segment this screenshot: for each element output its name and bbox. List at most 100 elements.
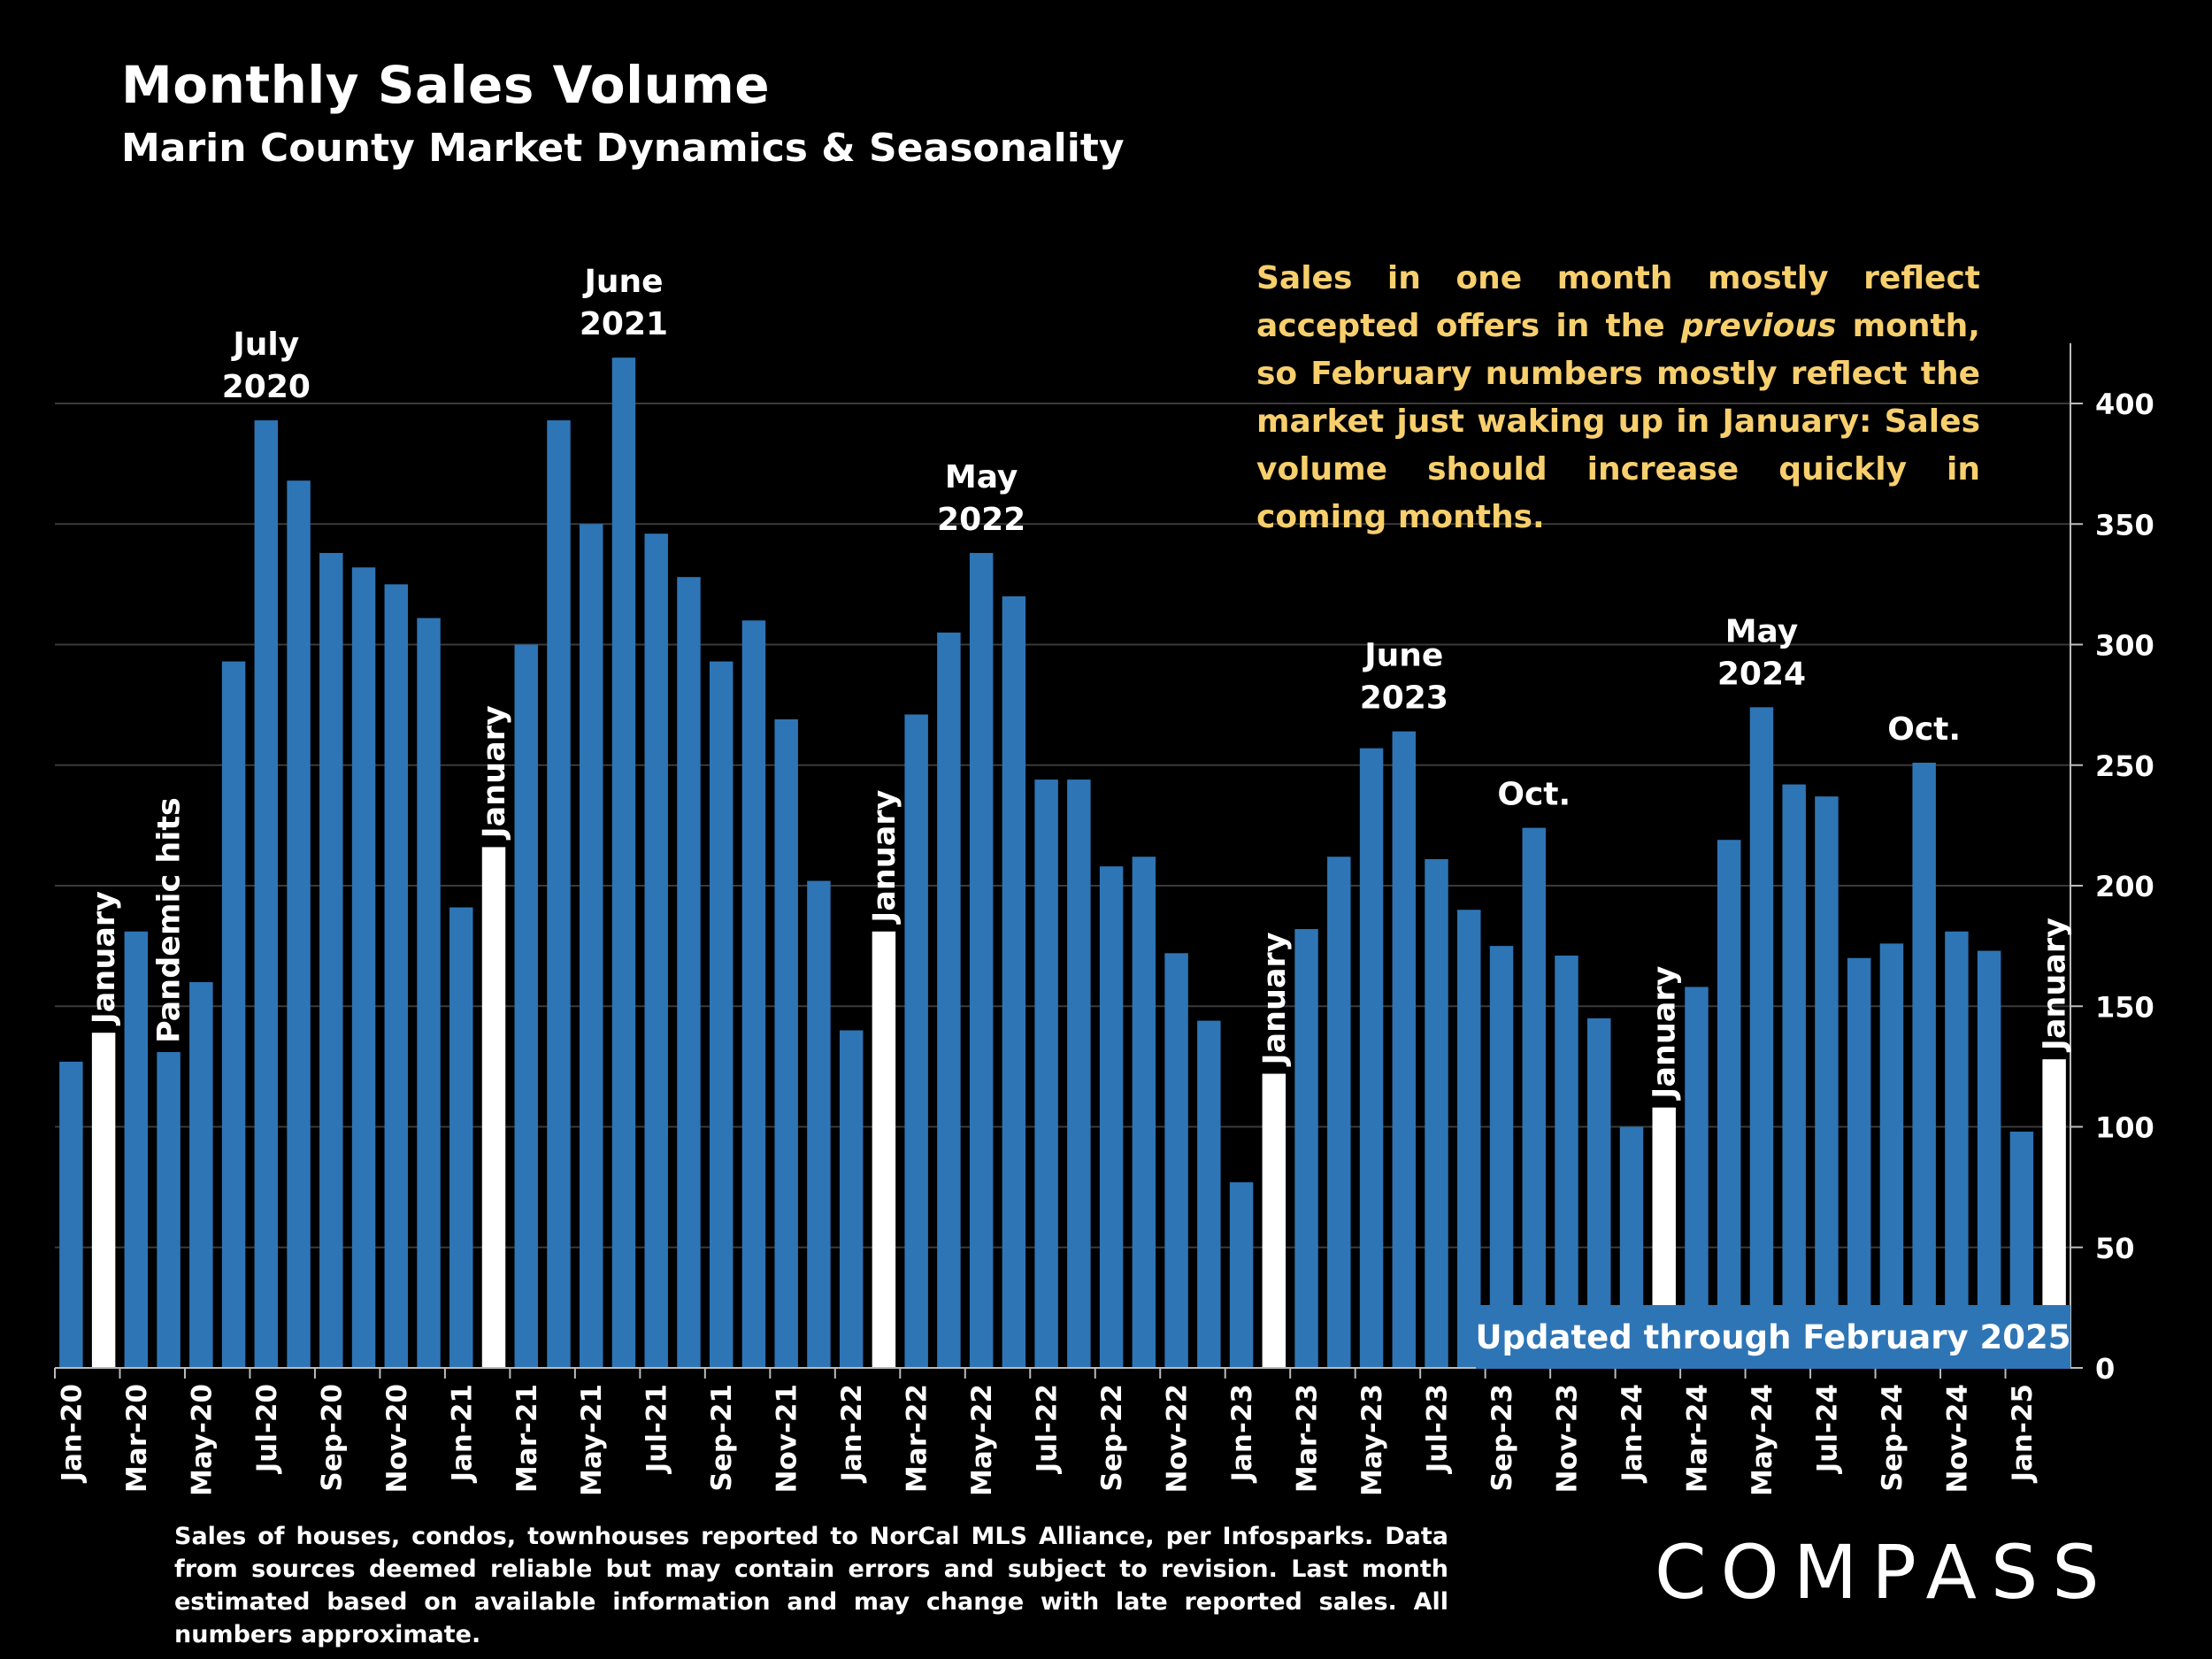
bar-Jun-21 — [611, 357, 636, 1369]
bar-Apr-20 — [157, 1052, 180, 1368]
updated-banner-background — [1476, 1305, 2070, 1369]
x-tick-label-May-24: May-24 — [1747, 1384, 1778, 1496]
bar-Jan-20 — [59, 1061, 83, 1368]
x-tick-label-May-23: May-23 — [1356, 1384, 1388, 1496]
bar-Mar-20 — [124, 931, 149, 1368]
bar-Jul-24 — [1815, 796, 1839, 1368]
bar-Jun-22 — [1002, 596, 1026, 1368]
updated-banner: Updated through February 2025 — [1475, 1305, 2071, 1369]
bar-Jan-22 — [839, 1030, 864, 1368]
x-tick-label-Jan-24: Jan-24 — [1617, 1384, 1648, 1484]
x-tick-label-Nov-21: Nov-21 — [772, 1384, 803, 1493]
annotation-3: January — [477, 705, 512, 840]
bar-Jan-23 — [1229, 1182, 1254, 1368]
annotation-4-line-1: 2021 — [580, 306, 668, 342]
bar-Jul-20 — [254, 420, 279, 1369]
bar-Nov-20 — [384, 584, 409, 1368]
bar-Nov-21 — [774, 718, 798, 1368]
bar-Dec-22 — [1197, 1020, 1221, 1368]
chart-subtitle: Marin County Market Dynamics & Seasonali… — [121, 126, 1125, 171]
bar-Dec-24 — [1977, 950, 2001, 1368]
annotation-7: January — [1257, 932, 1293, 1066]
annotation-8-line-0: June — [1362, 638, 1443, 674]
x-tick-label-Mar-21: Mar-21 — [511, 1384, 543, 1493]
bar-Apr-21 — [547, 420, 571, 1369]
bar-Mar-23 — [1294, 929, 1318, 1368]
x-tick-label-Mar-20: Mar-20 — [121, 1384, 153, 1493]
x-tick-label-May-22: May-22 — [966, 1384, 998, 1496]
bar-Sep-22 — [1099, 866, 1124, 1368]
x-tick-label-Nov-22: Nov-22 — [1162, 1384, 1194, 1493]
annotation-1: Pandemic hits — [152, 797, 188, 1043]
x-tick-label-Nov-20: Nov-20 — [381, 1384, 413, 1493]
x-tick-label-Mar-24: Mar-24 — [1681, 1384, 1713, 1493]
annotation-11-line-0: May — [1725, 613, 1798, 649]
note-part2: month, so February numbers mostly reflec… — [1256, 308, 1980, 535]
bar-Jul-21 — [644, 534, 668, 1368]
bar-Nov-22 — [1164, 953, 1188, 1368]
bar-Sep-23 — [1489, 946, 1514, 1368]
x-tick-label-Jul-22: Jul-22 — [1032, 1384, 1064, 1474]
y-tick-label-400: 400 — [2095, 388, 2154, 421]
y-tick-label-350: 350 — [2095, 508, 2154, 541]
chart-title: Monthly Sales Volume — [121, 55, 771, 115]
y-tick-label-300: 300 — [2095, 629, 2154, 663]
annotation-13: January — [2038, 918, 2073, 1052]
bar-Sep-21 — [709, 661, 733, 1368]
bar-Jan-21 — [449, 907, 473, 1368]
y-tick-label-50: 50 — [2095, 1232, 2135, 1265]
bar-Jun-23 — [1392, 731, 1417, 1368]
x-tick-label-Sep-21: Sep-21 — [706, 1384, 738, 1492]
y-tick-label-100: 100 — [2095, 1111, 2154, 1145]
bar-May-21 — [580, 524, 603, 1368]
bar-Oct-24 — [1912, 763, 1936, 1368]
bar-Jul-22 — [1034, 780, 1058, 1368]
annotation-2-line-0: July — [230, 326, 299, 363]
x-tick-label-Jan-23: Jan-23 — [1226, 1384, 1258, 1484]
bar-Sep-20 — [319, 552, 343, 1368]
bar-Dec-21 — [807, 880, 831, 1368]
x-tick-label-Sep-23: Sep-23 — [1486, 1384, 1518, 1492]
x-tick-label-May-20: May-20 — [186, 1384, 218, 1496]
x-tick-label-Jan-20: Jan-20 — [56, 1384, 88, 1484]
bar-Oct-22 — [1132, 856, 1156, 1368]
bar-Aug-21 — [677, 577, 701, 1368]
annotation-2-line-1: 2020 — [222, 369, 311, 405]
annotation-4-line-0: June — [581, 264, 663, 300]
x-tick-label-Nov-24: Nov-24 — [1941, 1384, 1973, 1493]
annotation-9-line-0: Oct. — [1497, 777, 1571, 813]
axes: 0 50 100 150 200 250 300 350 400 Jan-20 Mar-20 May-… — [54, 342, 2154, 1496]
bar-May-22 — [969, 552, 994, 1368]
explanatory-note: Sales in one month mostly reflect accept… — [1256, 255, 1980, 541]
bar-May-20 — [189, 982, 213, 1368]
bar-Feb-21 — [481, 847, 506, 1368]
x-tick-label-Jul-23: Jul-23 — [1422, 1384, 1454, 1474]
annotation-6-line-1: 2022 — [937, 502, 1025, 538]
annotations: January Pandemic hits July 2020 January June 2… — [87, 264, 2073, 1100]
bar-Aug-20 — [287, 480, 311, 1368]
bar-Oct-20 — [351, 567, 376, 1368]
annotation-10: January — [1647, 965, 1683, 1100]
bar-Feb-23 — [1262, 1073, 1286, 1368]
x-tick-label-Jan-21: Jan-21 — [446, 1384, 478, 1484]
x-tick-label-Nov-23: Nov-23 — [1552, 1384, 1584, 1493]
bar-Jun-24 — [1782, 784, 1806, 1368]
x-tick-label-Jan-22: Jan-22 — [836, 1384, 868, 1484]
bar-Apr-24 — [1717, 840, 1741, 1368]
bar-Aug-22 — [1067, 780, 1091, 1368]
source-footnote: Sales of houses, condos, townhouses repo… — [174, 1523, 1448, 1648]
x-tick-label-Jul-20: Jul-20 — [251, 1384, 283, 1474]
note-part1: Sales in one month mostly reflect accept… — [1256, 260, 1980, 344]
bar-Dec-20 — [417, 618, 441, 1368]
x-tick-label-Sep-20: Sep-20 — [316, 1384, 348, 1492]
annotation-5: January — [867, 789, 902, 924]
bar-Jul-23 — [1425, 859, 1448, 1368]
y-tick-label-0: 0 — [2095, 1352, 2115, 1386]
bar-Oct-21 — [741, 620, 766, 1368]
note-emphasis: previous — [1680, 308, 1837, 344]
annotation-8-line-1: 2023 — [1360, 680, 1448, 717]
x-tick-label-May-21: May-21 — [576, 1384, 608, 1496]
x-tick-label-Mar-22: Mar-22 — [902, 1384, 933, 1493]
annotation-11-line-1: 2024 — [1717, 656, 1806, 692]
